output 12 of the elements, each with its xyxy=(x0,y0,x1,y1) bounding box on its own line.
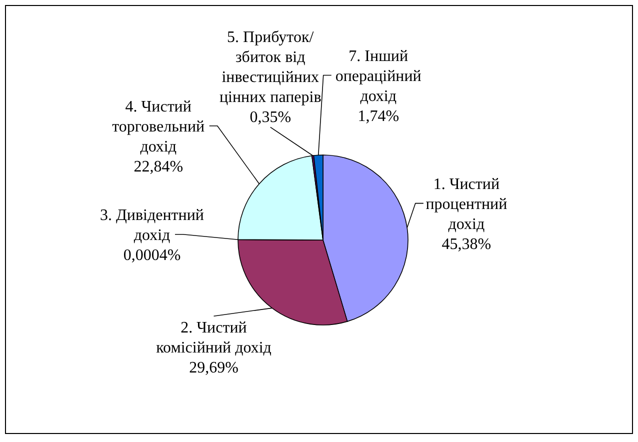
data-label: 45,38% xyxy=(442,236,492,253)
slice-label: 7. Інший операційний дохід xyxy=(335,48,422,105)
data-label: 1,74% xyxy=(358,108,400,125)
slice-label: 4. Чистий торговельний дохід xyxy=(112,98,206,156)
slice-label: 5. Прибуток/збиток від інвестиційних цінних паперів xyxy=(219,28,322,106)
data-label: 29,69% xyxy=(189,360,238,377)
data-label: 0,35% xyxy=(250,108,292,126)
slice-label: 3. Дивідентний дохід xyxy=(100,206,204,244)
data-label: 0,0004% xyxy=(123,246,181,264)
slice-label: 2. Чистий комісійний дохід xyxy=(156,320,272,357)
data-label: 22,84% xyxy=(134,158,184,176)
slice-label: 1. Чистий процентний дохід xyxy=(426,176,508,233)
